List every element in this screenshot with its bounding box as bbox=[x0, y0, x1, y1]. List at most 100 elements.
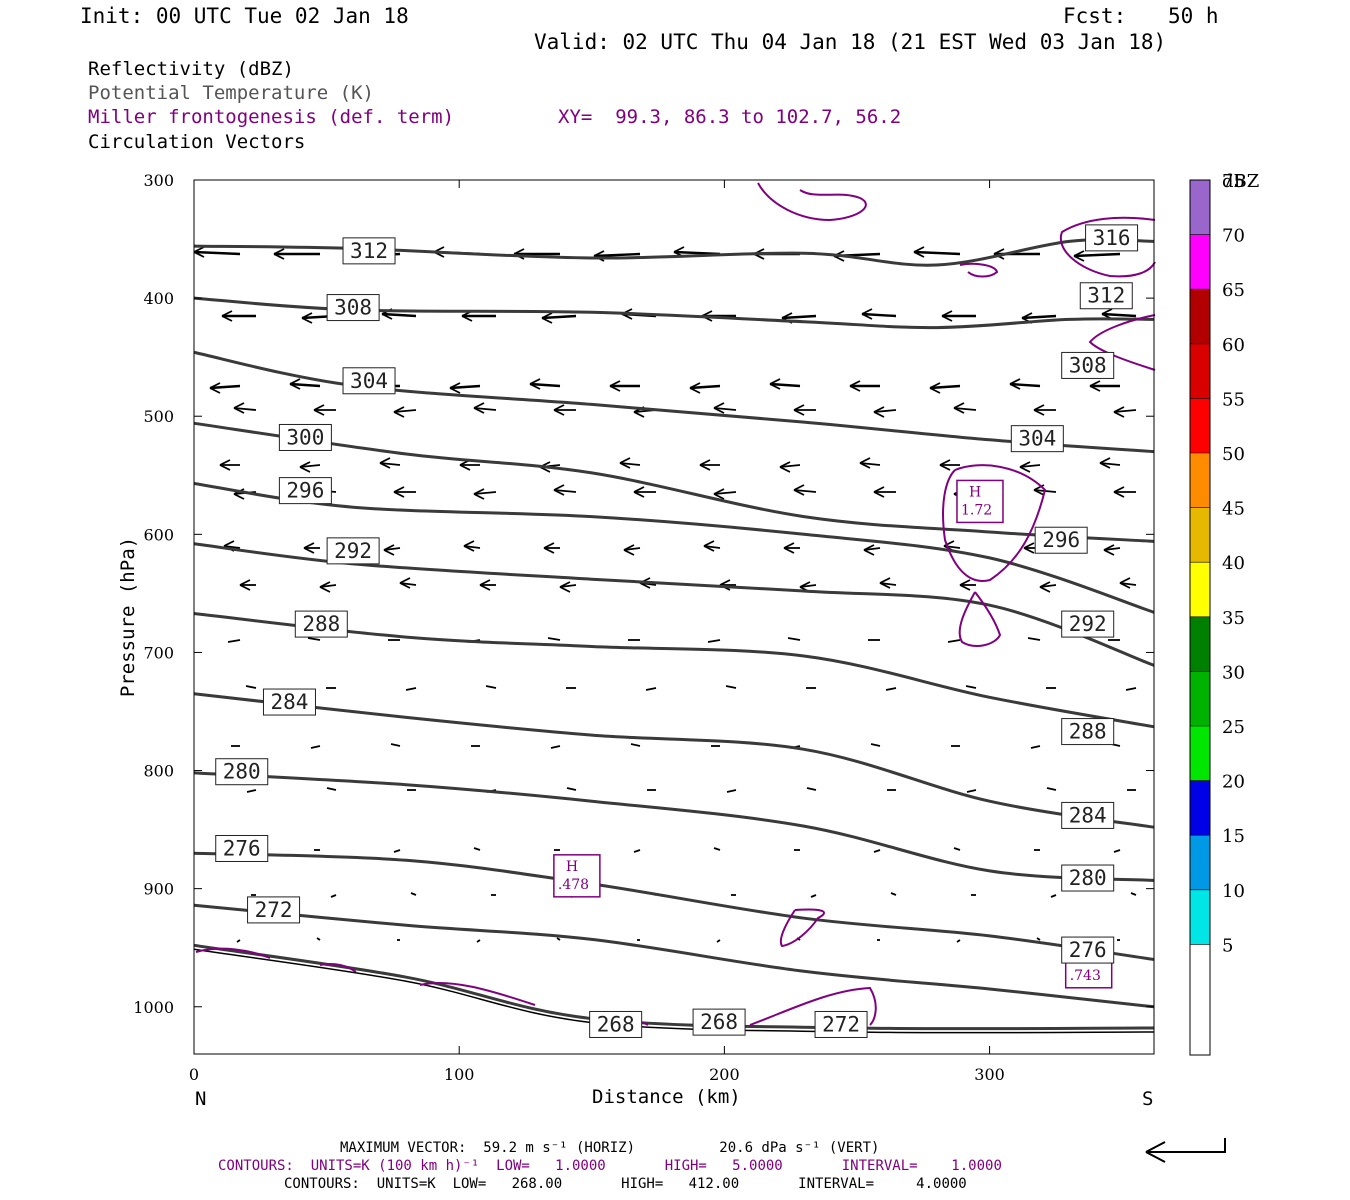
colorbar-label: 70 bbox=[1222, 226, 1245, 247]
vector-head bbox=[713, 402, 725, 414]
vector-head bbox=[879, 577, 891, 589]
vector-arrow bbox=[619, 462, 641, 466]
vector-head bbox=[463, 540, 475, 552]
contour-label: 296 bbox=[286, 479, 324, 503]
vector-arrow bbox=[473, 407, 497, 411]
vector-head bbox=[393, 486, 405, 498]
x-axis-label: Distance (km) bbox=[592, 1086, 741, 1108]
contour-label: 284 bbox=[1069, 803, 1107, 827]
vector-head bbox=[303, 542, 315, 554]
vector-head bbox=[1099, 457, 1111, 469]
field-frontogenesis: Miller frontogenesis (def. term) bbox=[88, 106, 455, 128]
contour-label-box bbox=[692, 1008, 746, 1036]
vector-arrow bbox=[726, 789, 737, 793]
vector-arrow bbox=[1125, 687, 1137, 691]
vector-arrow bbox=[550, 745, 561, 749]
vector-arrow bbox=[246, 789, 257, 793]
contour-label: 308 bbox=[1069, 353, 1107, 377]
y-tick-label: 600 bbox=[143, 525, 174, 544]
vector-head bbox=[209, 382, 221, 394]
vector-head bbox=[699, 459, 711, 471]
field-vectors: Circulation Vectors bbox=[88, 131, 306, 153]
vector-head bbox=[619, 457, 631, 469]
frontogenesis-max-label: H bbox=[566, 859, 578, 875]
vector-arrow bbox=[1113, 409, 1137, 413]
vector-arrow bbox=[956, 939, 961, 943]
contour-label-box bbox=[247, 896, 301, 924]
vector-head bbox=[1033, 404, 1045, 416]
vector-arrow bbox=[379, 462, 401, 466]
colorbar-cell bbox=[1190, 835, 1210, 890]
contour-label: 276 bbox=[1069, 938, 1107, 962]
contour-label-box bbox=[294, 610, 348, 638]
vector-head bbox=[399, 577, 411, 589]
y-axis-label: Pressure (hPa) bbox=[117, 536, 139, 698]
colorbar-label: 10 bbox=[1222, 881, 1245, 902]
vector-head bbox=[299, 461, 311, 473]
vector-head bbox=[769, 378, 781, 390]
vector-arrow bbox=[556, 937, 561, 941]
contour-label: 272 bbox=[255, 898, 293, 922]
vector-arrow bbox=[529, 382, 561, 388]
contour-label-box bbox=[1034, 526, 1088, 554]
vector-arrow bbox=[929, 384, 961, 390]
forecast-hour: 50 h bbox=[1168, 4, 1219, 28]
contour-labels: H.478H1.72H.7433123163083123043083003042… bbox=[215, 224, 1139, 1038]
contour-label: 316 bbox=[1093, 226, 1131, 250]
contour-label-box bbox=[1010, 425, 1064, 453]
vector-arrow bbox=[1101, 312, 1137, 318]
vector-arrow bbox=[870, 743, 881, 747]
frontogenesis-contour bbox=[749, 986, 877, 1026]
vector-arrow bbox=[390, 743, 401, 747]
contour-label-box bbox=[342, 237, 396, 265]
vector-arrow bbox=[227, 639, 241, 643]
contour-label-box bbox=[326, 294, 380, 322]
vector-head bbox=[379, 457, 391, 469]
vector-arrow bbox=[716, 939, 721, 943]
vector-arrow bbox=[1036, 937, 1041, 941]
vector-arrow bbox=[781, 314, 817, 320]
frontogenesis-contour bbox=[419, 981, 536, 1006]
colorbar-cell bbox=[1190, 944, 1210, 999]
vector-head bbox=[393, 406, 405, 418]
contour-label-box bbox=[1085, 224, 1139, 252]
vector-head bbox=[633, 486, 645, 498]
frontogenesis-contour bbox=[959, 262, 999, 278]
contour-label-box bbox=[1061, 864, 1115, 892]
x-right-label: S bbox=[1142, 1088, 1154, 1110]
colorbar-label: 5 bbox=[1222, 935, 1233, 956]
vector-arrow bbox=[890, 892, 897, 896]
vector-head bbox=[689, 382, 701, 394]
frontogenesis-contour bbox=[942, 464, 1047, 582]
contour-label-box bbox=[589, 1010, 643, 1038]
colorbar-cell bbox=[1190, 726, 1210, 781]
colorbar-cell bbox=[1190, 671, 1210, 726]
frontogenesis-contour bbox=[195, 947, 271, 959]
vector-head bbox=[873, 486, 885, 498]
y-tick-label: 800 bbox=[143, 762, 174, 781]
plot-frame bbox=[193, 179, 1155, 1055]
contour-label-box bbox=[1061, 351, 1115, 379]
vector-arrow bbox=[245, 685, 257, 689]
contour-label-box bbox=[262, 688, 316, 716]
frontogenesis-contour bbox=[1088, 314, 1156, 371]
vector-arrow bbox=[449, 384, 481, 390]
vector-head bbox=[863, 544, 875, 556]
vector-arrow bbox=[193, 250, 241, 256]
colorbar-cell bbox=[1190, 234, 1210, 290]
vector-arrow bbox=[947, 639, 961, 643]
vector-arrow bbox=[725, 685, 737, 689]
vector-head bbox=[289, 378, 301, 390]
valid-time: Valid: 02 UTC Thu 04 Jan 18 (21 EST Wed … bbox=[534, 30, 1167, 54]
vector-arrow bbox=[1009, 382, 1041, 388]
vector-arrow bbox=[233, 407, 257, 411]
vector-head bbox=[1019, 461, 1031, 473]
colorbar-label: 60 bbox=[1222, 335, 1245, 356]
init-time: Init: 00 UTC Tue 02 Jan 18 bbox=[80, 4, 409, 28]
contour-label-box bbox=[215, 758, 269, 786]
frontogenesis-max-value: .478 bbox=[558, 877, 589, 893]
vector-head bbox=[929, 382, 941, 394]
vector-arrow bbox=[793, 489, 817, 493]
x-tick-label: 200 bbox=[709, 1065, 740, 1084]
contour-label-box bbox=[814, 1010, 868, 1038]
